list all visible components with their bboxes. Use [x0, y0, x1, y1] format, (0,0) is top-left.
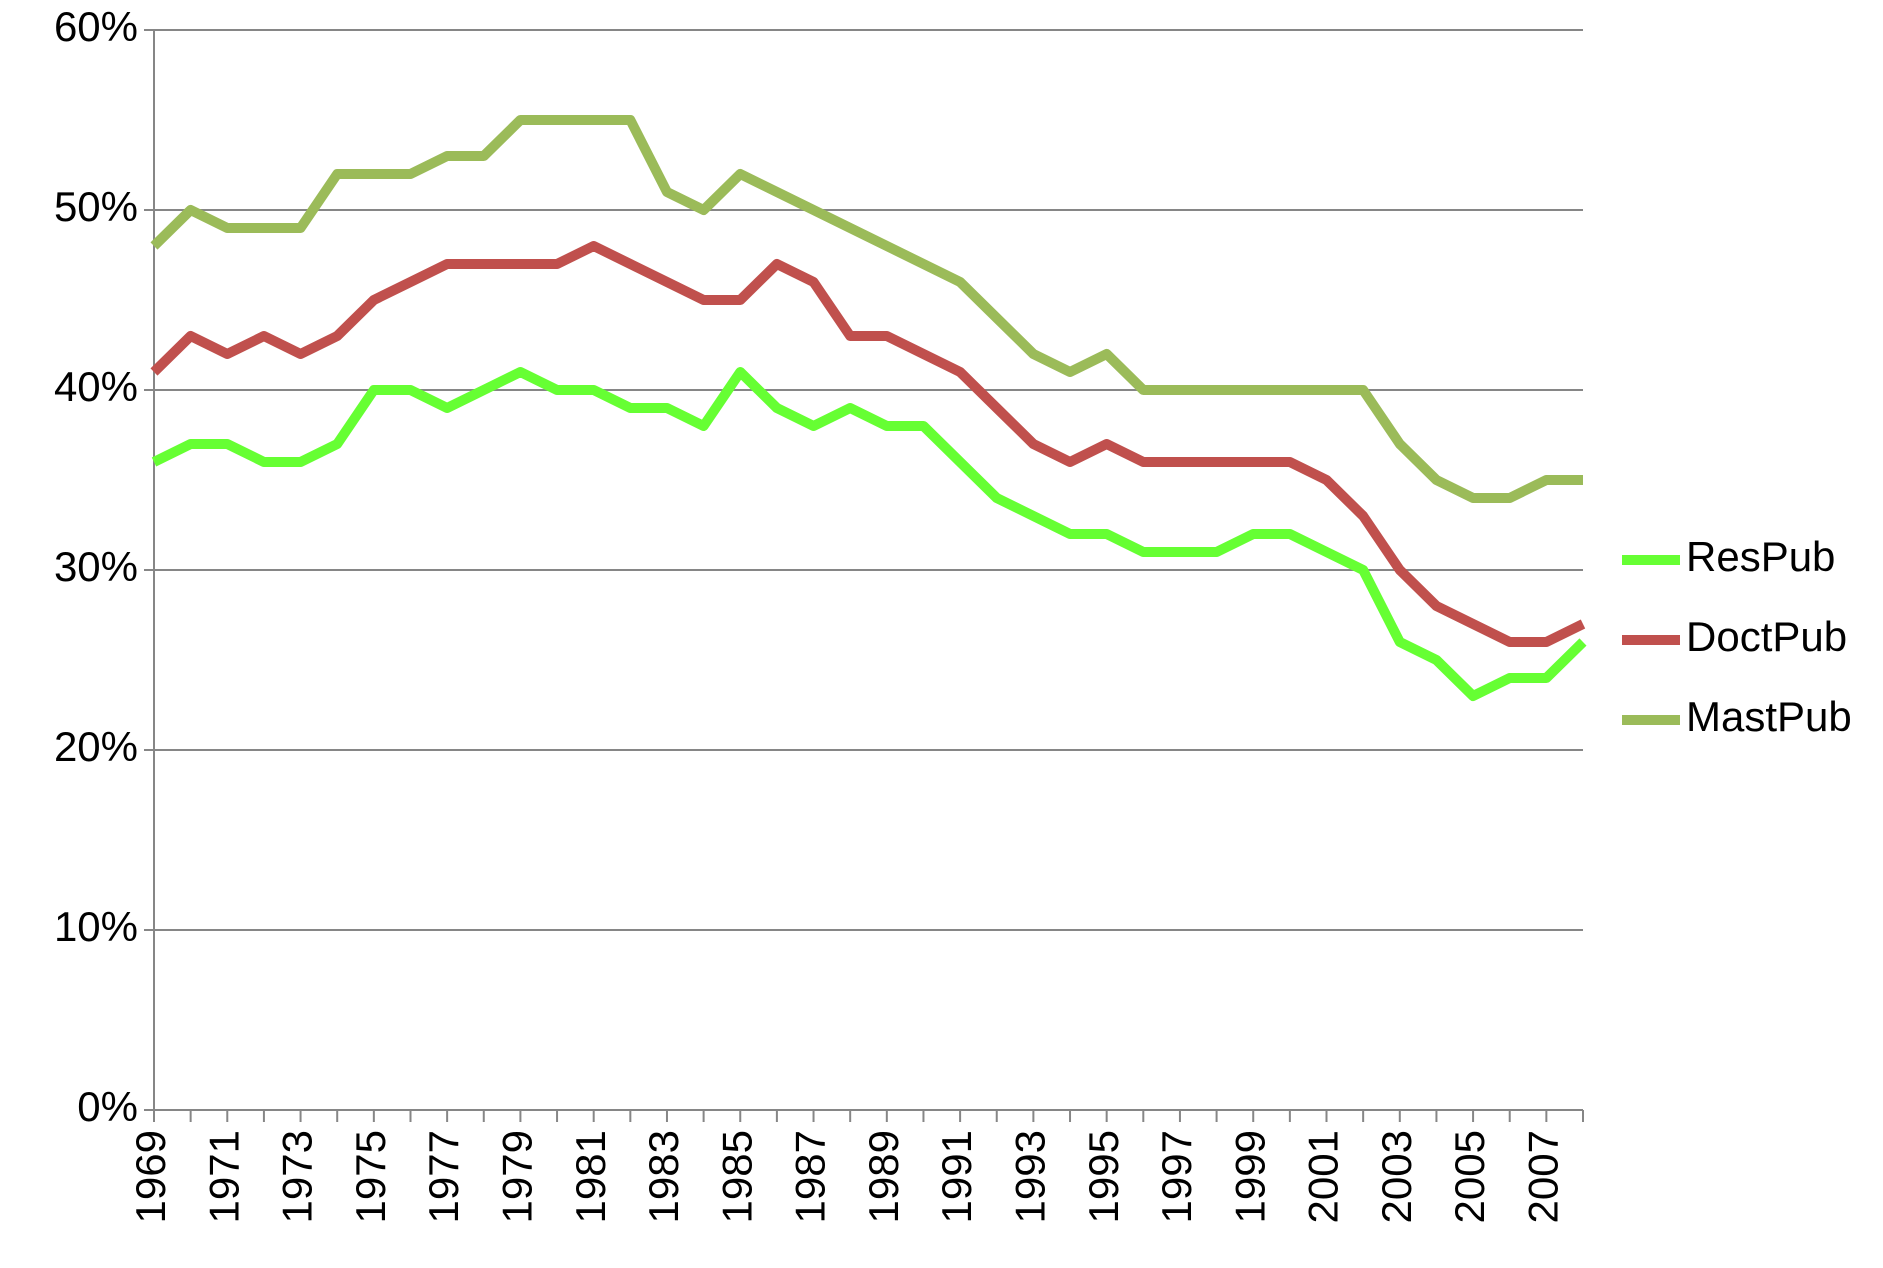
y-tick-label: 30%: [54, 543, 138, 590]
y-tick-label: 50%: [54, 183, 138, 230]
x-tick-label: 1999: [1226, 1130, 1273, 1223]
x-tick-label: 1993: [1006, 1130, 1053, 1223]
series-line: [150, 115, 1583, 503]
y-tick-label: 60%: [54, 3, 138, 50]
x-tick-label: 1983: [640, 1130, 687, 1223]
x-tick-label: 1997: [1153, 1130, 1200, 1223]
y-tick-label: 20%: [54, 723, 138, 770]
x-tick-label: 1969: [127, 1130, 174, 1223]
series-line: [150, 241, 1586, 647]
x-tick-label: 2001: [1300, 1130, 1347, 1223]
legend-label: MastPub: [1686, 693, 1852, 740]
legend-label: DoctPub: [1686, 613, 1847, 660]
x-tick-label: 1987: [787, 1130, 834, 1223]
x-tick-label: 1979: [494, 1130, 541, 1223]
x-tick-label: 1985: [713, 1130, 760, 1223]
x-tick-label: 1995: [1080, 1130, 1127, 1223]
y-tick-label: 40%: [54, 363, 138, 410]
x-tick-label: 1971: [200, 1130, 247, 1223]
x-tick-label: 1975: [347, 1130, 394, 1223]
y-tick-label: 0%: [77, 1083, 138, 1130]
x-tick-label: 2005: [1446, 1130, 1493, 1223]
x-tick-label: 1977: [420, 1130, 467, 1223]
x-tick-label: 1973: [274, 1130, 321, 1223]
x-tick-label: 1991: [933, 1130, 980, 1223]
x-tick-label: 1981: [567, 1130, 614, 1223]
x-tick-label: 2003: [1373, 1130, 1420, 1223]
y-tick-label: 10%: [54, 903, 138, 950]
x-tick-label: 1989: [860, 1130, 907, 1223]
x-tick-label: 2007: [1519, 1130, 1566, 1223]
legend-label: ResPub: [1686, 533, 1835, 580]
series-line: [151, 367, 1587, 701]
